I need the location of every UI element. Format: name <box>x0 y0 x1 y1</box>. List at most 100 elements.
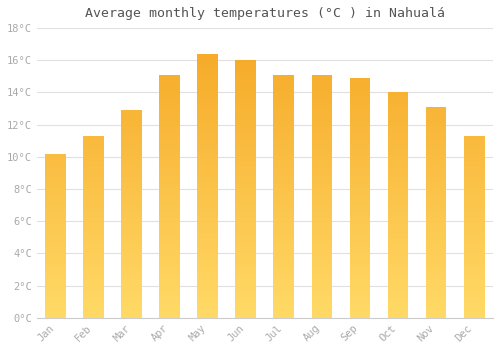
Bar <box>160 247 180 250</box>
Bar <box>84 316 104 318</box>
Bar <box>312 160 332 162</box>
Bar <box>46 154 66 155</box>
Bar <box>350 162 370 164</box>
Bar <box>388 174 408 176</box>
Bar <box>122 314 142 316</box>
Bar <box>160 131 180 133</box>
Bar <box>46 226 66 228</box>
Bar <box>274 294 294 296</box>
Bar <box>350 265 370 267</box>
Bar <box>198 299 218 302</box>
Bar <box>46 249 66 251</box>
Bar <box>236 174 256 176</box>
Bar <box>122 177 142 179</box>
Bar <box>388 284 408 286</box>
Bar <box>464 199 484 202</box>
Bar <box>464 241 484 243</box>
Bar <box>84 167 104 169</box>
Bar <box>236 308 256 310</box>
Bar <box>198 149 218 152</box>
Bar <box>198 239 218 241</box>
Bar <box>464 172 484 174</box>
Bar <box>464 194 484 196</box>
Bar <box>388 205 408 208</box>
Bar <box>464 147 484 149</box>
Bar <box>236 81 256 83</box>
Bar <box>464 313 484 314</box>
Bar <box>312 111 332 114</box>
Bar <box>198 204 218 207</box>
Bar <box>274 243 294 245</box>
Bar <box>350 104 370 107</box>
Bar <box>84 203 104 205</box>
Bar <box>84 199 104 202</box>
Bar <box>198 152 218 154</box>
Bar <box>350 172 370 174</box>
Bar <box>312 274 332 276</box>
Bar <box>236 261 256 264</box>
Bar <box>198 162 218 165</box>
Title: Average monthly temperatures (°C ) in Nahualá: Average monthly temperatures (°C ) in Na… <box>85 7 445 20</box>
Bar <box>46 296 66 298</box>
Bar <box>160 87 180 89</box>
Bar <box>274 313 294 315</box>
Bar <box>388 291 408 293</box>
Bar <box>312 299 332 301</box>
Bar <box>426 244 446 246</box>
Bar <box>84 219 104 222</box>
Bar <box>160 206 180 209</box>
Bar <box>274 228 294 230</box>
Bar <box>426 242 446 244</box>
Bar <box>350 179 370 181</box>
Bar <box>84 281 104 283</box>
Bar <box>84 254 104 256</box>
Bar <box>426 189 446 191</box>
Bar <box>198 56 218 59</box>
Bar <box>312 206 332 209</box>
Bar <box>426 282 446 284</box>
Bar <box>426 149 446 151</box>
Bar <box>46 262 66 264</box>
Bar <box>122 144 142 146</box>
Bar <box>46 301 66 303</box>
Bar <box>274 172 294 174</box>
Bar <box>350 253 370 255</box>
Bar <box>198 220 218 223</box>
Bar <box>84 218 104 219</box>
Bar <box>388 257 408 259</box>
Bar <box>464 174 484 176</box>
Bar <box>464 258 484 260</box>
Bar <box>46 236 66 237</box>
Bar <box>388 162 408 164</box>
Bar <box>274 174 294 177</box>
Bar <box>274 182 294 184</box>
Bar <box>122 166 142 168</box>
Bar <box>426 314 446 316</box>
Bar <box>160 92 180 94</box>
Bar <box>46 170 66 172</box>
Bar <box>236 274 256 276</box>
Bar <box>350 301 370 303</box>
Bar <box>160 274 180 276</box>
Bar <box>198 199 218 202</box>
Bar <box>160 257 180 259</box>
Bar <box>312 92 332 94</box>
Bar <box>388 119 408 122</box>
Bar <box>426 151 446 153</box>
Bar <box>84 147 104 149</box>
Bar <box>122 272 142 274</box>
Bar <box>160 245 180 247</box>
Bar <box>160 89 180 92</box>
Bar <box>46 298 66 300</box>
Bar <box>350 231 370 234</box>
Bar <box>426 198 446 200</box>
Bar <box>236 76 256 78</box>
Bar <box>426 109 446 111</box>
Bar <box>198 136 218 138</box>
Bar <box>464 152 484 154</box>
Bar <box>236 60 256 63</box>
Bar <box>198 257 218 260</box>
Bar <box>312 238 332 240</box>
Bar <box>464 209 484 210</box>
Bar <box>388 147 408 149</box>
